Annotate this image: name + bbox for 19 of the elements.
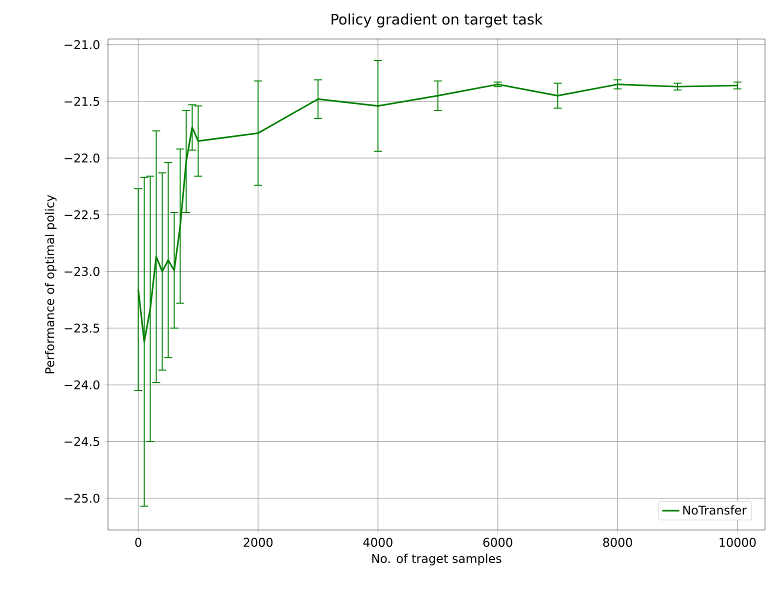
x-axis-title: No. of traget samples [372,554,502,566]
y-tick-label: −22.5 [64,210,100,220]
x-tick-label: 10000 [720,538,756,547]
x-tick-label: 4000 [363,538,392,547]
y-tick-label: −21.0 [64,40,100,50]
legend-label: NoTransfer [683,505,747,515]
y-tick-label: −21.5 [64,96,100,106]
x-tick-label: 2000 [244,538,273,547]
x-tick-label: 6000 [483,538,512,547]
y-tick-label: −22.0 [64,154,100,163]
y-tick-label: −23.5 [64,324,100,333]
chart-title: Policy gradient on target task [332,14,543,28]
y-tick-label: −23.0 [64,266,100,276]
x-tick-label: 8000 [603,538,632,547]
y-tick-label: −25.0 [64,494,100,503]
y-tick-label: −24.0 [64,380,100,390]
x-tick-label: 0 [135,538,142,547]
y-axis-title: Performance of optimal policy [44,194,57,374]
y-tick-label: −24.5 [64,437,100,446]
